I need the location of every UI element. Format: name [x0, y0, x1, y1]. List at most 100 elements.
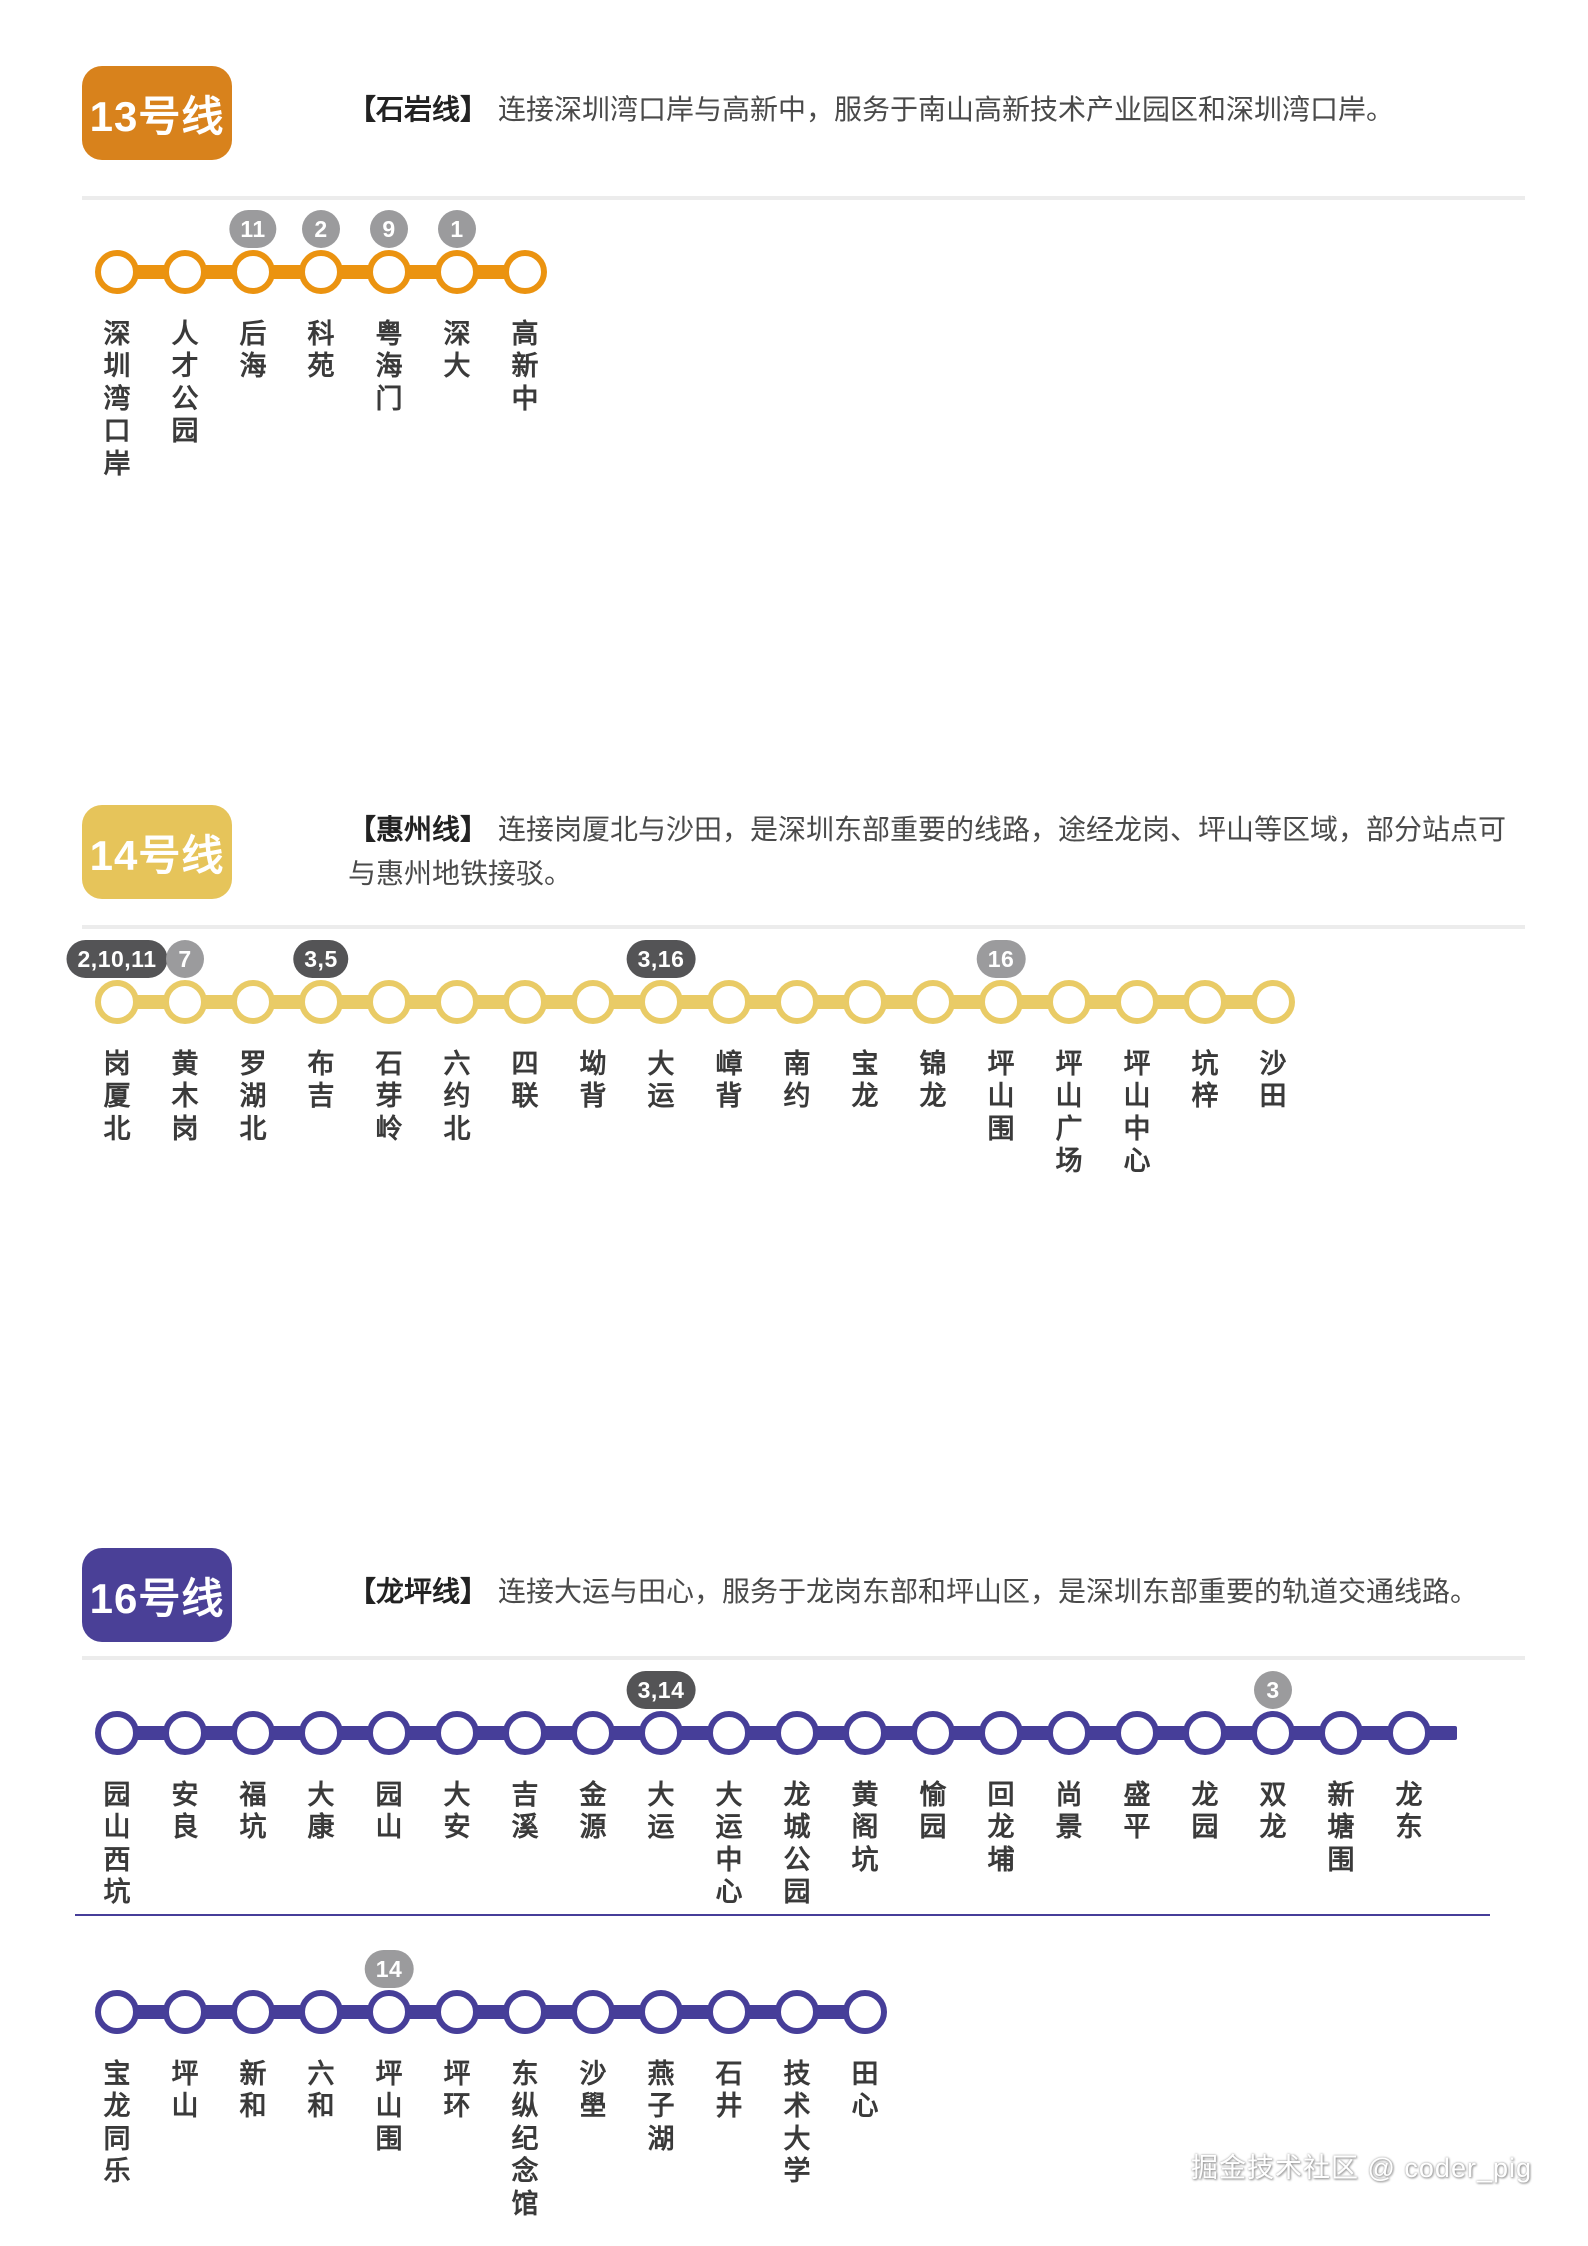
station-marker: [775, 1711, 819, 1755]
station-marker: [775, 980, 819, 1024]
transfer-badge: 16: [976, 940, 1026, 978]
station-marker: [299, 250, 343, 294]
line-13-title: 【石岩线】: [348, 94, 489, 125]
line-13-description-text: 连接深圳湾口岸与高新中，服务于南山高新技术产业园区和深圳湾口岸。: [498, 94, 1395, 125]
station-label: 坪山: [171, 2059, 199, 2122]
station-label: 回龙埔: [987, 1780, 1015, 1875]
station-marker: [639, 1990, 683, 2034]
station-marker: [1251, 1711, 1295, 1755]
line-13-description: 【石岩线】 连接深圳湾口岸与高新中，服务于南山高新技术产业园区和深圳湾口岸。: [348, 88, 1526, 132]
transfer-badge: 7: [166, 940, 204, 978]
transfer-badge: 14: [364, 1950, 414, 1988]
station-label: 新和: [239, 2059, 267, 2122]
station-label: 尚景: [1055, 1780, 1083, 1843]
station-label: 嶂背: [715, 1049, 743, 1112]
watermark: 掘金技术社区 @ coder_pig: [1191, 2153, 1532, 2183]
station-label: 东纵纪念馆: [511, 2059, 539, 2219]
section-divider: [82, 196, 1525, 200]
station-label: 六和: [307, 2059, 335, 2122]
route-continuation-rule: [75, 1914, 1490, 1916]
station-marker: [367, 1990, 411, 2034]
line-14-description-text: 连接岗厦北与沙田，是深圳东部重要的线路，途经龙岗、坪山等区域，部分站点可与惠州地…: [348, 814, 1507, 889]
station-label: 深大: [443, 319, 471, 382]
station-marker: [707, 1990, 751, 2034]
station-marker: [1319, 1711, 1363, 1755]
section-divider: [82, 925, 1525, 929]
station-label: 龙东: [1395, 1780, 1423, 1843]
line-16-description-text: 连接大运与田心，服务于龙岗东部和坪山区，是深圳东部重要的轨道交通线路。: [498, 1576, 1479, 1607]
station-marker: [163, 250, 207, 294]
station-label: 坪山中心: [1123, 1049, 1151, 1177]
station-label: 六约北: [443, 1049, 471, 1144]
station-label: 园山: [375, 1780, 403, 1843]
station-marker: [911, 980, 955, 1024]
transfer-badge: 2,10,11: [66, 940, 168, 978]
station-label: 龙城公园: [783, 1780, 811, 1908]
station-label: 四联: [511, 1049, 539, 1112]
station-marker: [1047, 1711, 1091, 1755]
station-marker: [163, 980, 207, 1024]
station-label: 坪山围: [987, 1049, 1015, 1144]
station-label: 沙田: [1259, 1049, 1287, 1112]
station-marker: [503, 1990, 547, 2034]
station-marker: [775, 1990, 819, 2034]
station-label: 人才公园: [171, 319, 199, 447]
station-label: 布吉: [307, 1049, 335, 1112]
station-marker: [299, 1990, 343, 2034]
station-label: 大运: [647, 1049, 675, 1112]
station-label: 双龙: [1259, 1780, 1287, 1843]
station-label: 大安: [443, 1780, 471, 1843]
station-marker: [367, 980, 411, 1024]
station-marker: [979, 980, 1023, 1024]
station-marker: [843, 1990, 887, 2034]
station-label: 沙壆: [579, 2059, 607, 2122]
station-label: 坑梓: [1191, 1049, 1219, 1112]
station-marker: [163, 1990, 207, 2034]
station-label: 科苑: [307, 319, 335, 382]
station-marker: [1047, 980, 1091, 1024]
station-label: 吉溪: [511, 1780, 539, 1843]
station-label: 大运: [647, 1780, 675, 1843]
station-label: 坳背: [579, 1049, 607, 1112]
transfer-badge: 9: [370, 210, 408, 248]
transfer-badge: 3: [1254, 1671, 1292, 1709]
station-marker: [435, 1711, 479, 1755]
station-marker: [435, 250, 479, 294]
station-label: 锦龙: [919, 1049, 947, 1112]
station-label: 罗湖北: [239, 1049, 267, 1144]
station-label: 坪山广场: [1055, 1049, 1083, 1177]
station-label: 愉园: [919, 1780, 947, 1843]
station-marker: [95, 980, 139, 1024]
station-label: 南约: [783, 1049, 811, 1112]
transfer-badge: 3,14: [626, 1671, 696, 1709]
station-label: 黄木岗: [171, 1049, 199, 1144]
transfer-badge: 1: [438, 210, 476, 248]
station-marker: [367, 1711, 411, 1755]
station-label: 深圳湾口岸: [103, 319, 131, 479]
line-16-badge: 16号线: [82, 1548, 232, 1642]
transfer-badge: 2: [302, 210, 340, 248]
station-marker: [911, 1711, 955, 1755]
station-marker: [979, 1711, 1023, 1755]
line-14-badge: 14号线: [82, 805, 232, 899]
station-label: 金源: [579, 1780, 607, 1843]
station-marker: [707, 1711, 751, 1755]
station-marker: [95, 1711, 139, 1755]
station-label: 盛平: [1123, 1780, 1151, 1843]
station-marker: [639, 980, 683, 1024]
station-marker: [231, 250, 275, 294]
section-divider: [82, 1656, 1525, 1660]
station-label: 技术大学: [783, 2059, 811, 2187]
station-label: 大运中心: [715, 1780, 743, 1908]
station-marker: [707, 980, 751, 1024]
station-label: 岗厦北: [103, 1049, 131, 1144]
station-marker: [843, 1711, 887, 1755]
station-marker: [571, 1990, 615, 2034]
route-line-bar: [117, 995, 1273, 1009]
station-label: 新塘围: [1327, 1780, 1355, 1875]
station-label: 石芽岭: [375, 1049, 403, 1144]
station-marker: [503, 1711, 547, 1755]
station-marker: [1387, 1711, 1431, 1755]
station-marker: [299, 1711, 343, 1755]
station-label: 龙园: [1191, 1780, 1219, 1843]
